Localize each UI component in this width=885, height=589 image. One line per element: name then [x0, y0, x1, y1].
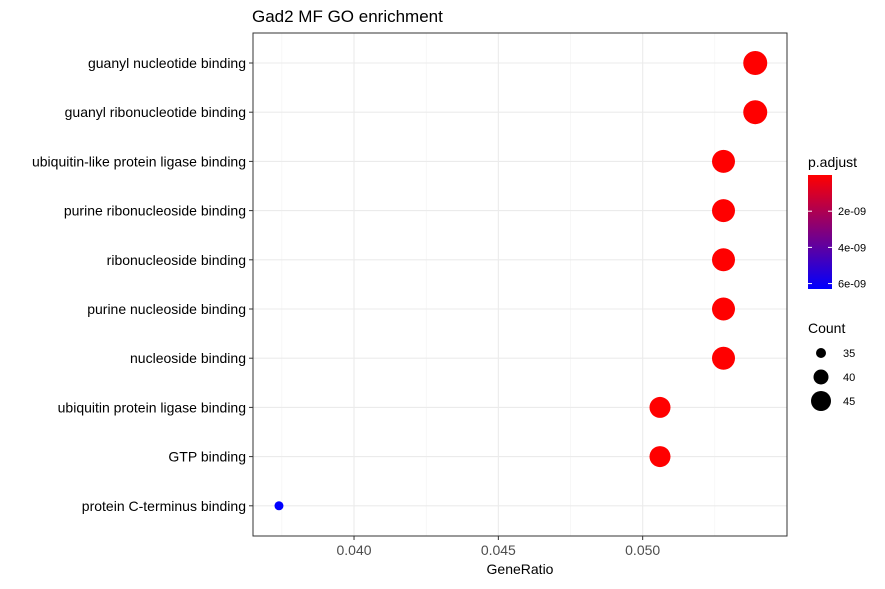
data-point [711, 346, 735, 370]
size-legend-label: 45 [843, 396, 855, 408]
data-point [711, 199, 735, 223]
data-point [649, 396, 671, 418]
y-axis: guanyl nucleotide binding guanyl ribonucl… [32, 55, 253, 514]
data-point [711, 149, 735, 173]
y-tick-label: ubiquitin protein ligase binding [58, 399, 246, 415]
data-point [274, 501, 284, 511]
color-legend-bar [808, 175, 832, 289]
y-tick-label: purine ribonucleoside binding [64, 203, 246, 219]
data-point [743, 100, 768, 125]
size-legend-label: 35 [843, 348, 855, 360]
x-tick-label: 0.050 [625, 542, 660, 558]
color-legend-label: 2e-09 [838, 206, 866, 218]
color-legend-title: p.adjust [808, 154, 857, 170]
y-tick-label: nucleoside binding [130, 350, 246, 366]
size-legend-dot [811, 391, 831, 411]
size-legend: Count 35 40 45 [808, 320, 855, 411]
y-tick-label: ubiquitin-like protein ligase binding [32, 153, 246, 169]
data-point [649, 446, 671, 468]
data-points [274, 51, 768, 511]
data-point [711, 248, 735, 272]
y-tick-label: GTP binding [168, 449, 246, 465]
x-tick-label: 0.040 [337, 542, 372, 558]
grid-lines [253, 33, 787, 536]
color-legend: p.adjust 2e-09 4e-09 6e-09 [808, 154, 866, 291]
size-legend-dot [816, 348, 826, 358]
x-tick-label: 0.045 [481, 542, 516, 558]
y-tick-label: protein C-terminus binding [82, 498, 246, 514]
color-legend-label: 6e-09 [838, 279, 866, 291]
color-legend-label: 4e-09 [838, 242, 866, 254]
size-legend-items: 35 40 45 [811, 348, 855, 411]
chart-title: Gad2 MF GO enrichment [252, 7, 443, 26]
data-point [743, 51, 768, 75]
color-legend-ticks: 2e-09 4e-09 6e-09 [808, 206, 866, 291]
y-tick-label: guanyl nucleotide binding [88, 55, 246, 71]
plot-panel [253, 33, 787, 536]
data-point [711, 297, 735, 321]
size-legend-dot [813, 369, 829, 385]
y-tick-label: purine nucleoside binding [87, 301, 246, 317]
x-axis-label: GeneRatio [487, 561, 554, 577]
size-legend-label: 40 [843, 372, 855, 384]
plot-border [252, 32, 788, 537]
x-axis: 0.040 0.045 0.050 [337, 536, 660, 558]
y-tick-label: ribonucleoside binding [107, 252, 246, 268]
size-legend-title: Count [808, 320, 845, 336]
y-tick-label: guanyl ribonucleotide binding [65, 104, 246, 120]
